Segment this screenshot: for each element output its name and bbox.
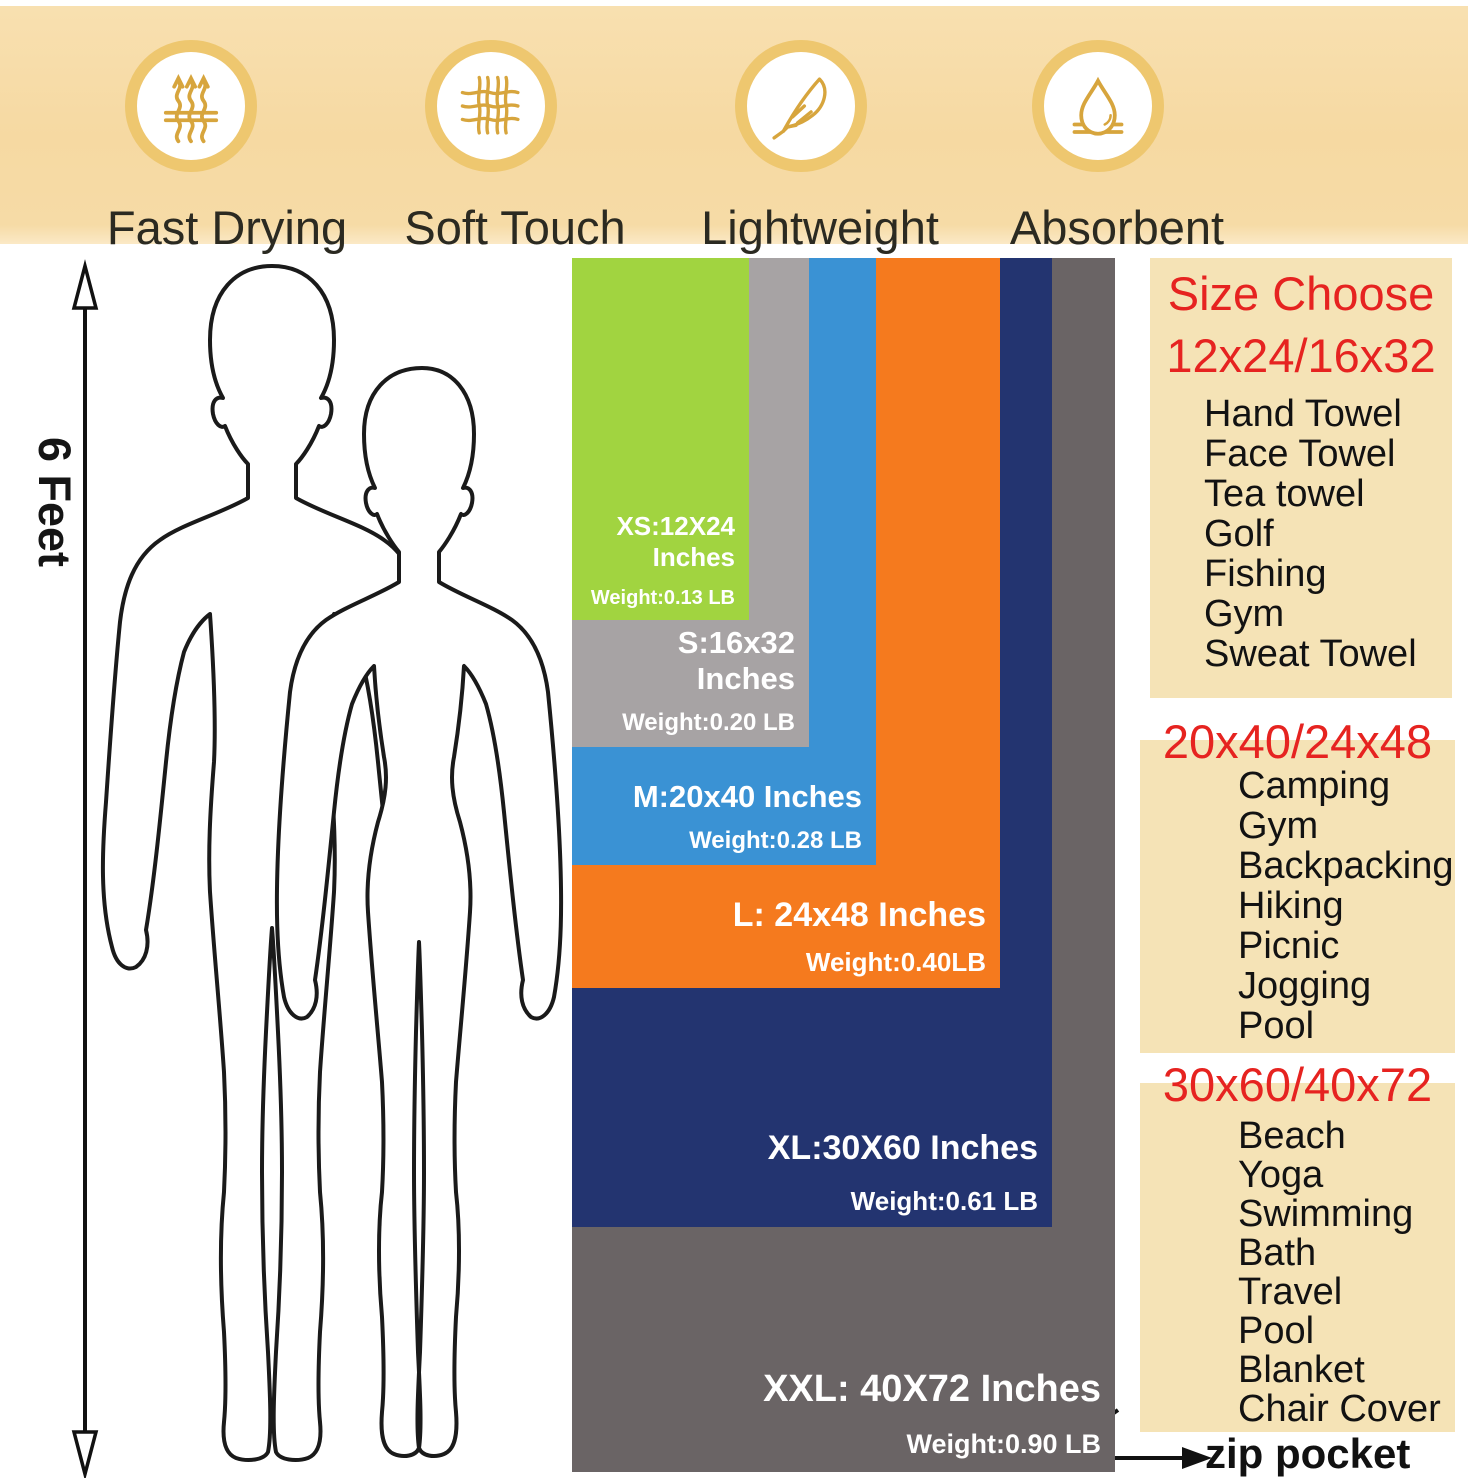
panel-item: Picnic	[1238, 925, 1340, 967]
towel-weight-label: Weight:0.28 LB	[689, 827, 862, 854]
towel-size-label: XS:12X24 Inches	[616, 511, 735, 572]
panel-item: Pool	[1238, 1310, 1315, 1352]
feature-label-lightweight: Lightweight	[701, 201, 939, 254]
towel-size-label: XXL: 40X72 Inches	[763, 1368, 1101, 1410]
feature-label-fast-drying: Fast Drying	[106, 201, 348, 254]
panel-item: Golf	[1204, 513, 1274, 555]
soft-touch-icon	[425, 40, 557, 172]
panel-item: Gym	[1204, 593, 1285, 635]
panel-item: Hand Towel	[1204, 393, 1402, 435]
panel-item: Jogging	[1238, 965, 1372, 1007]
feature-label-absorbent: Absorbent	[1009, 201, 1225, 254]
panel-item: Camping	[1238, 765, 1391, 807]
towel-size-label: S:16x32 Inches	[677, 625, 795, 696]
panel-item: Sweat Towel	[1204, 633, 1417, 675]
panel-item: Yoga	[1238, 1154, 1324, 1196]
panel-item: Face Towel	[1204, 433, 1396, 475]
towel-size-label: L: 24x48 Inches	[732, 896, 986, 934]
towel-weight-label: Weight:0.40LB	[805, 947, 986, 977]
zip-pocket-label: zip pocket	[1205, 1430, 1411, 1477]
towel-weight-label: Weight:0.90 LB	[906, 1429, 1101, 1459]
towel-weight-label: Weight:0.61 LB	[850, 1186, 1038, 1216]
panel-subtitle: 12x24/16x32	[1166, 329, 1436, 382]
panel-item: Gym	[1238, 805, 1319, 847]
lightweight-icon	[735, 40, 867, 172]
panel-item: Blanket	[1238, 1349, 1365, 1391]
panel-item: Swimming	[1238, 1193, 1414, 1235]
panel-item: Pool	[1238, 1005, 1315, 1047]
panel-title: 20x40/24x48	[1162, 715, 1433, 768]
towel-weight-label: Weight:0.13 LB	[590, 587, 735, 609]
panel-item: Beach	[1238, 1115, 1346, 1157]
panel-item: Tea towel	[1204, 473, 1365, 515]
size-guide-panel-small: Size Choose 12x24/16x32 Hand Towel Face …	[1150, 258, 1452, 698]
towel-size-label: XL:30X60 Inches	[767, 1129, 1038, 1167]
panel-item: Fishing	[1204, 553, 1327, 595]
size-guide-panel-medium: 20x40/24x48 Camping Gym Backpacking Hiki…	[1140, 716, 1455, 1053]
panel-item: Backpacking	[1238, 845, 1454, 887]
towel-xs: XS:12X24 Inches Weight:0.13 LB	[572, 258, 749, 620]
feature-banner: Fast Drying Soft Touch Lightweight Absor…	[0, 6, 1468, 254]
woman-silhouette	[274, 366, 564, 1458]
size-guide-panel-large: 30x60/40x72 Beach Yoga Swimming Bath Tra…	[1140, 1059, 1455, 1432]
absorbent-icon	[1032, 40, 1164, 172]
fast-drying-icon	[125, 40, 257, 172]
human-silhouettes	[100, 264, 564, 1462]
panel-title: 30x60/40x72	[1162, 1058, 1433, 1111]
panel-item: Bath	[1238, 1232, 1317, 1274]
panel-title: Size Choose	[1167, 267, 1435, 320]
towel-size-label: M:20x40 Inches	[632, 779, 862, 814]
towel-weight-label: Weight:0.20 LB	[622, 709, 795, 736]
panel-item: Chair Cover	[1238, 1388, 1441, 1430]
panel-item: Travel	[1238, 1271, 1343, 1313]
feature-label-soft-touch: Soft Touch	[404, 201, 626, 254]
panel-item: Hiking	[1238, 885, 1344, 927]
